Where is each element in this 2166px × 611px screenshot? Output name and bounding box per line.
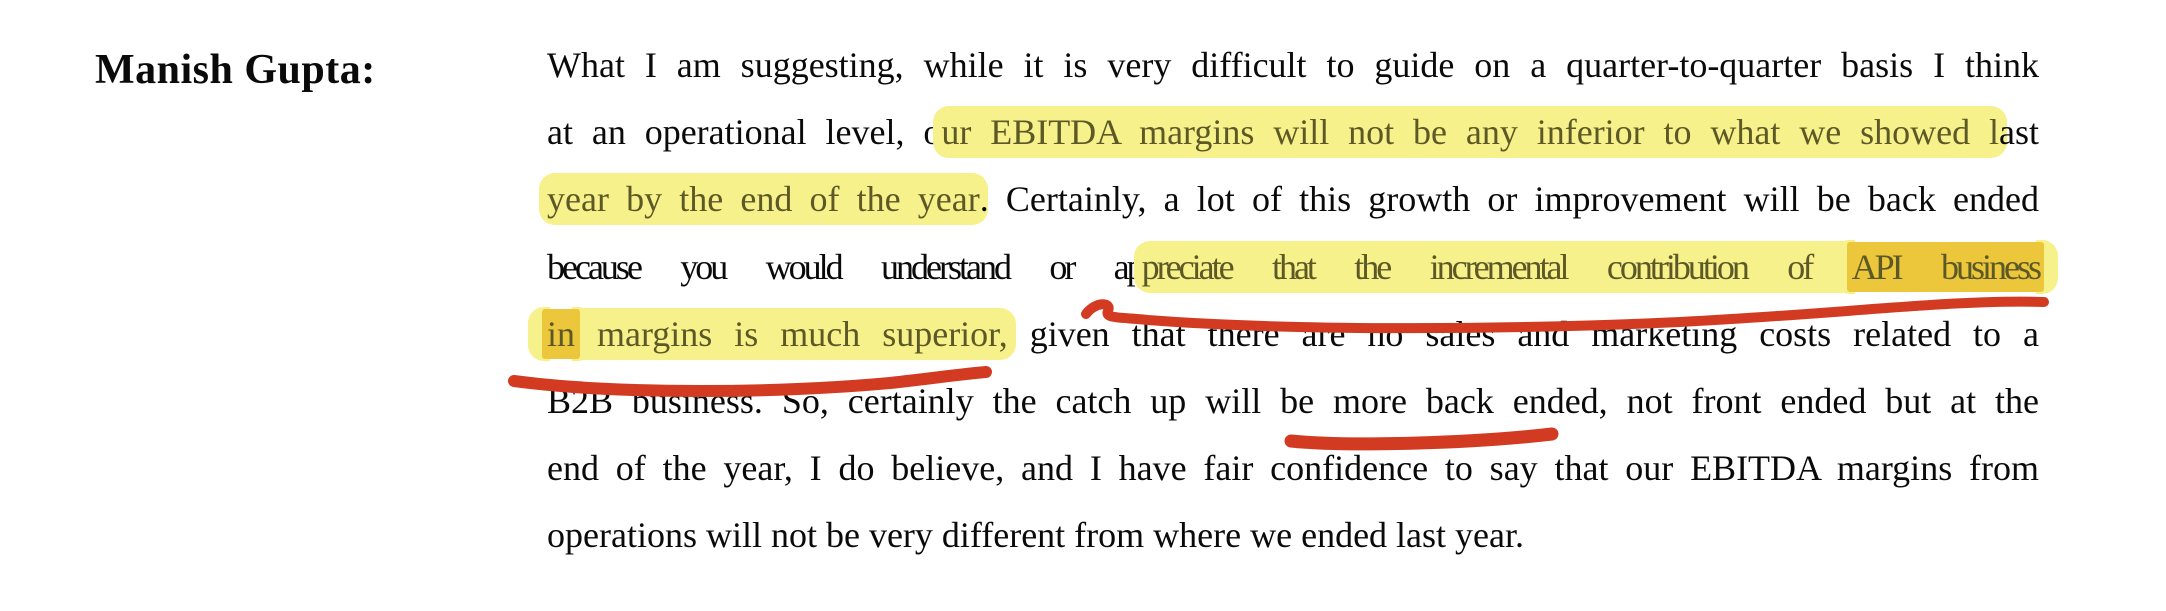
- text-segment: operations will not be very different fr…: [547, 515, 1524, 556]
- text-line: in margins is much superior, given that …: [542, 301, 2039, 368]
- text-segment: . Certainly, a lot of this growth or imp…: [979, 179, 2039, 220]
- text-segment: end of the year, I do believe, and I hav…: [547, 448, 2039, 489]
- text-segment: ast: [1998, 112, 2039, 153]
- text-line: operations will not be very different fr…: [547, 502, 2039, 569]
- highlighted-text: margins is much superior,: [567, 307, 1016, 360]
- highlighted-text: year by the end of the year: [539, 173, 988, 226]
- transcript-paragraph: What I am suggesting, while it is very d…: [539, 32, 2044, 570]
- text-segment: given that there are no sales and market…: [1007, 313, 2039, 354]
- highlighted-text: in: [542, 308, 581, 359]
- text-line: because you would understand or apprecia…: [547, 234, 2044, 301]
- speaker-name: Manish Gupta:: [95, 47, 376, 93]
- text-line: end of the year, I do believe, and I hav…: [547, 435, 2039, 502]
- text-line: B2B business. So, certainly the catch up…: [547, 368, 2039, 435]
- text-segment: B2B business. So, certainly the catch up…: [547, 380, 2039, 421]
- highlighted-text: API business: [1846, 241, 2044, 292]
- text-segment: What I am suggesting, while it is very d…: [547, 45, 2039, 85]
- text-segment: at an operational level, o: [547, 112, 942, 153]
- text-line: year by the end of the year. Certainly, …: [539, 166, 2039, 233]
- highlighted-text: preciate that the incremental contributi…: [1133, 240, 1860, 293]
- text-line: What I am suggesting, while it is very d…: [547, 32, 2039, 99]
- text-segment: because you would understand or ap: [547, 246, 1145, 287]
- highlighted-text: ur EBITDA margins will not be any inferi…: [933, 106, 2007, 159]
- text-line: at an operational level, our EBITDA marg…: [547, 99, 2039, 166]
